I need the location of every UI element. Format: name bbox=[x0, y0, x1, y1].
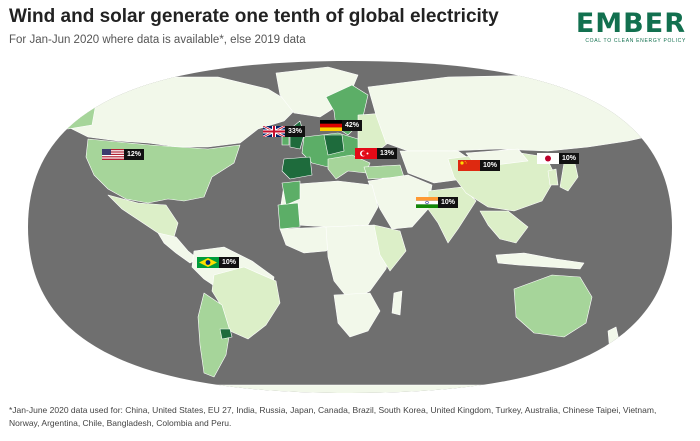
germany-flag-icon bbox=[320, 120, 342, 131]
japan-flag-icon bbox=[537, 153, 559, 164]
world-map bbox=[8, 55, 692, 399]
us-flag-icon bbox=[102, 149, 124, 160]
label-value: 10% bbox=[483, 162, 498, 169]
southeast-asia-region bbox=[479, 210, 529, 244]
label-japan: 10% bbox=[537, 153, 580, 164]
label-value: 33% bbox=[288, 128, 303, 135]
chart-subtitle: For Jan-Jun 2020 where data is available… bbox=[9, 34, 306, 46]
russia-region bbox=[367, 74, 672, 152]
germany-region bbox=[323, 134, 345, 156]
logo-wordmark: EMBER bbox=[575, 8, 686, 39]
label-united-states: 12% bbox=[102, 149, 145, 160]
korea-region bbox=[547, 168, 559, 186]
label-value: 10% bbox=[222, 259, 237, 266]
footnote: *Jan-June 2020 data used for: China, Uni… bbox=[9, 405, 657, 428]
madagascar-region bbox=[391, 290, 403, 316]
morocco-region bbox=[281, 180, 301, 206]
iberia-region bbox=[281, 156, 313, 180]
uruguay-region bbox=[219, 328, 233, 340]
label-value: 12% bbox=[127, 151, 142, 158]
world-map-svg bbox=[28, 61, 672, 393]
southern-africa-region bbox=[333, 292, 381, 338]
turkey-flag-icon bbox=[355, 148, 377, 159]
alaska-region bbox=[45, 94, 97, 130]
chart-title: Wind and solar generate one tenth of glo… bbox=[9, 6, 499, 27]
ember-logo: EMBER COAL TO CLEAN ENERGY POLICY bbox=[576, 10, 686, 44]
label-united-kingdom: 33% bbox=[263, 126, 306, 137]
antarctica-region bbox=[28, 384, 672, 393]
middle-east-region bbox=[367, 174, 433, 230]
china-flag-icon bbox=[458, 160, 480, 171]
logo-tagline: COAL TO CLEAN ENERGY POLICY bbox=[585, 38, 686, 44]
uk-flag-icon bbox=[263, 126, 285, 137]
west-sahara-region bbox=[277, 202, 301, 230]
label-value: 42% bbox=[345, 122, 360, 129]
southern-cone-region bbox=[197, 292, 231, 378]
label-value: 13% bbox=[380, 150, 395, 157]
india-flag-icon bbox=[416, 197, 438, 208]
label-turkey: 13% bbox=[355, 148, 398, 159]
label-brazil: 10% bbox=[197, 257, 240, 268]
label-value: 10% bbox=[441, 199, 456, 206]
indonesia-region bbox=[495, 252, 585, 270]
label-value: 10% bbox=[562, 155, 577, 162]
australia-region bbox=[513, 274, 593, 338]
east-africa-region bbox=[373, 224, 407, 272]
label-china: 10% bbox=[458, 160, 501, 171]
label-germany: 42% bbox=[320, 120, 363, 131]
brazil-region bbox=[211, 266, 281, 340]
brazil-flag-icon bbox=[197, 257, 219, 268]
label-india: 10% bbox=[416, 197, 459, 208]
